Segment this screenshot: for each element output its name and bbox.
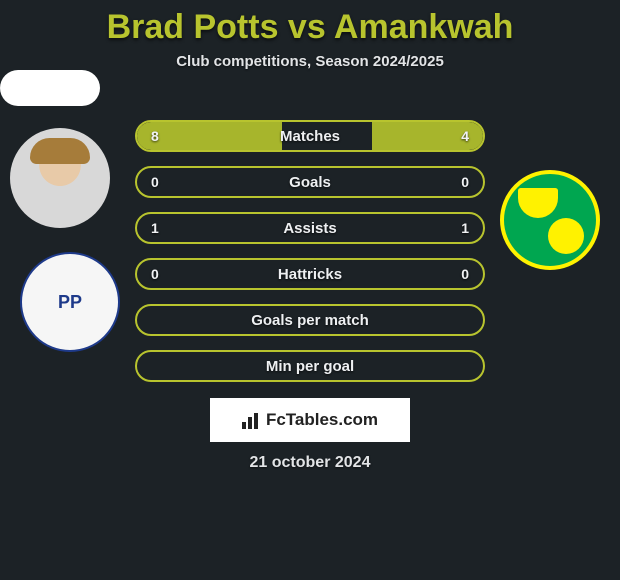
stat-row: Goals per match <box>135 304 485 336</box>
stat-row: 11Assists <box>135 212 485 244</box>
player-left-avatar <box>10 128 110 228</box>
page-title: Brad Potts vs Amankwah <box>0 0 620 47</box>
stat-label: Hattricks <box>137 266 483 283</box>
stat-label: Matches <box>137 128 483 145</box>
footer-date: 21 october 2024 <box>0 454 620 472</box>
stat-label: Goals <box>137 174 483 191</box>
brand-text: FcTables.com <box>266 410 378 430</box>
club-right-badge <box>500 170 600 270</box>
bar-chart-icon <box>242 411 260 429</box>
page-subtitle: Club competitions, Season 2024/2025 <box>0 53 620 70</box>
stat-label: Goals per match <box>137 312 483 329</box>
brand-logo[interactable]: FcTables.com <box>210 398 410 442</box>
club-left-badge <box>20 252 120 352</box>
stat-row: 00Hattricks <box>135 258 485 290</box>
stat-label: Min per goal <box>137 358 483 375</box>
stat-row: 00Goals <box>135 166 485 198</box>
stat-row: Min per goal <box>135 350 485 382</box>
stat-row: 84Matches <box>135 120 485 152</box>
stat-label: Assists <box>137 220 483 237</box>
stats-bars: 84Matches 00Goals 11Assists 00Hattricks Goal… <box>135 120 485 396</box>
player-right-avatar <box>0 70 100 106</box>
